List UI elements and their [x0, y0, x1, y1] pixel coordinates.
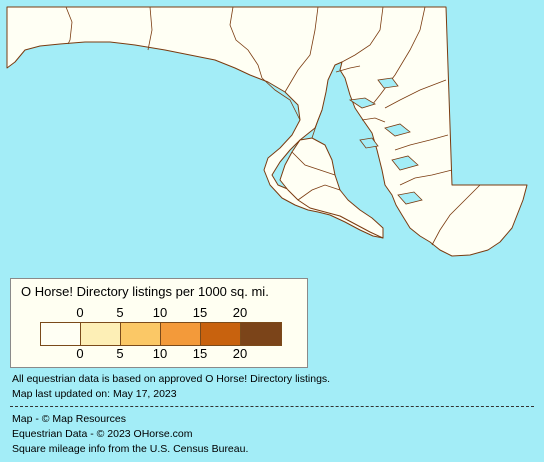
- legend-bottom-tick: 0: [76, 346, 84, 361]
- inlet-6: [377, 77, 399, 89]
- county-border-5: [341, 6, 384, 63]
- county-border-16: [361, 117, 386, 123]
- legend-color-scale: [40, 322, 282, 346]
- county-border-4: [284, 6, 319, 93]
- legend-bottom-tick: 5: [116, 346, 124, 361]
- county-borders: [65, 6, 481, 246]
- legend-top-tick: 5: [116, 305, 124, 320]
- map-credit: Map - © Map Resources: [12, 413, 126, 425]
- county-border-13: [291, 151, 336, 176]
- inlet-2: [384, 123, 411, 137]
- maryland-county-map: [6, 6, 528, 257]
- county-border-2: [147, 6, 153, 51]
- state-land-main: [6, 6, 528, 257]
- legend-swatch: [121, 323, 161, 345]
- state-map: [6, 6, 528, 257]
- legend: O Horse! Directory listings per 1000 sq.…: [10, 278, 308, 368]
- southern-peninsula: [279, 137, 384, 239]
- county-border-3: [229, 6, 263, 79]
- inlet-5: [359, 137, 379, 149]
- county-border-15: [335, 65, 361, 73]
- state-outline: [6, 6, 528, 257]
- legend-swatch: [161, 323, 201, 345]
- county-border-9: [399, 169, 453, 186]
- legend-top-tick: 20: [232, 305, 248, 320]
- county-border-11: [261, 77, 301, 121]
- county-border-7: [384, 79, 447, 109]
- mileage-credit: Square mileage info from the U.S. Census…: [12, 443, 249, 455]
- county-border-6: [371, 6, 426, 106]
- data-basis-note: All equestrian data is based on approved…: [12, 373, 331, 385]
- county-border-8: [394, 134, 449, 151]
- county-border-12: [311, 109, 323, 139]
- legend-bottom-tick: 10: [152, 346, 168, 361]
- legend-top-tick: 15: [192, 305, 208, 320]
- inlet-4: [397, 191, 423, 205]
- county-border-1: [65, 6, 73, 45]
- bay-inlets: [348, 77, 423, 205]
- legend-top-tick: 0: [76, 305, 84, 320]
- legend-title: O Horse! Directory listings per 1000 sq.…: [21, 284, 269, 299]
- legend-bottom-tick: 20: [232, 346, 248, 361]
- legend-swatch: [81, 323, 121, 345]
- equestrian-credit: Equestrian Data - © 2023 OHorse.com: [12, 428, 193, 440]
- county-border-14: [297, 184, 341, 201]
- legend-swatch: [41, 323, 81, 345]
- legend-swatch: [241, 323, 281, 345]
- legend-bottom-tick: 15: [192, 346, 208, 361]
- legend-swatch: [201, 323, 241, 345]
- divider: [10, 406, 534, 407]
- inlet-3: [391, 155, 419, 171]
- last-updated-note: Map last updated on: May 17, 2023: [12, 388, 177, 400]
- inlet-1: [348, 97, 376, 109]
- legend-top-tick: 10: [152, 305, 168, 320]
- county-border-10: [431, 184, 481, 246]
